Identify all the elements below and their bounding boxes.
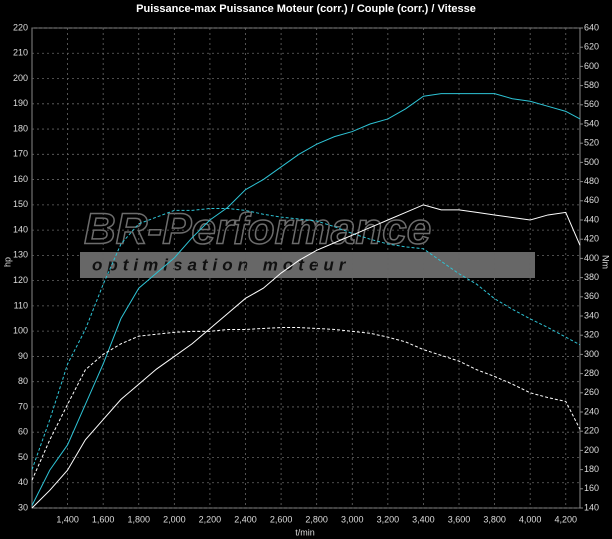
x-tick-label: 4,000 <box>519 514 542 524</box>
y-tick-label: 30 <box>18 502 28 512</box>
y2-tick-label: 640 <box>584 22 599 32</box>
y2-tick-label: 600 <box>584 61 599 71</box>
y-tick-label: 130 <box>13 250 28 260</box>
x-axis-label: t/min <box>295 527 315 537</box>
y2-tick-label: 520 <box>584 138 599 148</box>
y-tick-label: 60 <box>18 427 28 437</box>
y2-tick-label: 300 <box>584 349 599 359</box>
watermark-tagline: optimisation moteur <box>92 255 350 274</box>
y2-tick-label: 220 <box>584 426 599 436</box>
series-line <box>31 327 581 481</box>
y2-tick-label: 500 <box>584 157 599 167</box>
y2-tick-label: 420 <box>584 234 599 244</box>
y2-tick-label: 580 <box>584 80 599 90</box>
y-tick-label: 180 <box>13 123 28 133</box>
y2-tick-label: 620 <box>584 42 599 52</box>
y2-tick-label: 160 <box>584 483 599 493</box>
x-tick-label: 3,400 <box>412 514 435 524</box>
y2-tick-label: 140 <box>584 502 599 512</box>
x-tick-label: 1,800 <box>127 514 150 524</box>
y2-tick-label: 320 <box>584 330 599 340</box>
x-tick-label: 1,400 <box>56 514 79 524</box>
x-tick-label: 3,800 <box>483 514 506 524</box>
y2-tick-label: 540 <box>584 118 599 128</box>
y-tick-label: 150 <box>13 199 28 209</box>
y-tick-label: 210 <box>13 48 28 58</box>
y2-tick-label: 280 <box>584 368 599 378</box>
y-tick-label: 110 <box>14 300 28 310</box>
y-tick-label: 80 <box>18 376 28 386</box>
y2-tick-label: 200 <box>584 445 599 455</box>
series-line <box>31 207 581 470</box>
x-tick-label: 2,000 <box>163 514 186 524</box>
y2-tick-label: 340 <box>584 310 599 320</box>
y2-tick-label: 440 <box>584 214 599 224</box>
x-tick-label: 2,200 <box>199 514 222 524</box>
x-tick-label: 3,000 <box>341 514 364 524</box>
chart-title: Puissance-max Puissance Moteur (corr.) /… <box>136 3 476 15</box>
y2-tick-label: 400 <box>584 253 599 263</box>
y-tick-label: 40 <box>18 477 28 487</box>
y2-tick-label: 560 <box>584 99 599 109</box>
plot-frame <box>31 27 581 509</box>
x-tick-label: 2,800 <box>305 514 328 524</box>
y2-tick-label: 480 <box>584 176 599 186</box>
y-tick-label: 160 <box>13 174 28 184</box>
y-tick-label: 220 <box>13 22 28 32</box>
y-tick-label: 90 <box>18 351 28 361</box>
y-tick-label: 70 <box>18 401 28 411</box>
y-tick-label: 140 <box>13 224 28 234</box>
y2-tick-label: 180 <box>584 464 599 474</box>
x-tick-label: 2,600 <box>270 514 293 524</box>
x-tick-label: 3,200 <box>377 514 400 524</box>
y-tick-label: 170 <box>13 149 28 159</box>
y2-axis-label: Nm <box>601 255 611 269</box>
y-tick-label: 190 <box>13 98 28 108</box>
x-tick-label: 1,600 <box>92 514 115 524</box>
series-line <box>31 93 581 506</box>
watermark-brand: BR-Performance <box>84 205 431 254</box>
y2-tick-label: 460 <box>584 195 599 205</box>
y2-tick-label: 380 <box>584 272 599 282</box>
y2-tick-label: 360 <box>584 291 599 301</box>
x-tick-label: 4,200 <box>555 514 578 524</box>
y2-tick-label: 260 <box>584 387 599 397</box>
series-line <box>31 204 581 509</box>
y-tick-label: 200 <box>13 73 28 83</box>
x-tick-label: 3,600 <box>448 514 471 524</box>
y-axis-label: hp <box>2 257 12 267</box>
y-tick-label: 50 <box>18 452 28 462</box>
y2-tick-label: 240 <box>584 406 599 416</box>
x-tick-label: 2,400 <box>234 514 257 524</box>
y-tick-label: 100 <box>13 326 28 336</box>
y-tick-label: 120 <box>13 275 28 285</box>
